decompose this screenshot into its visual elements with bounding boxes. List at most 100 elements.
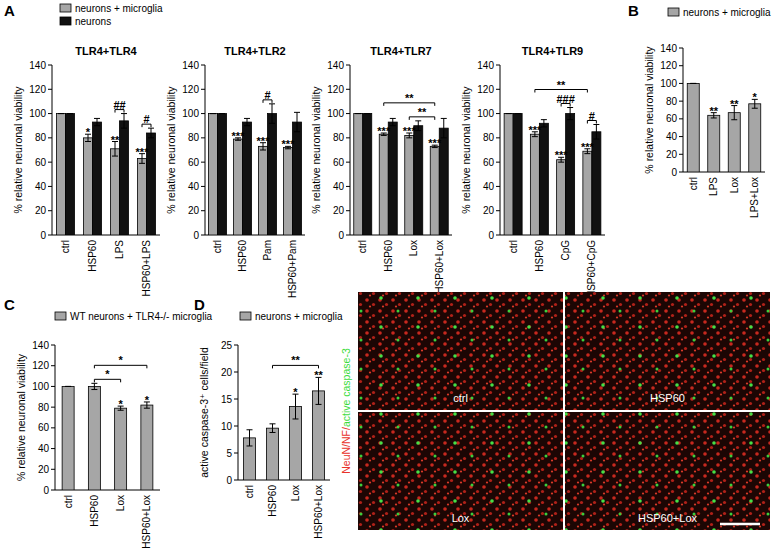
error-cap xyxy=(121,128,127,129)
x-tick-label: Pam xyxy=(262,240,273,261)
error-cap xyxy=(541,119,547,120)
y-tick-label: 80 xyxy=(38,402,50,413)
error-cap xyxy=(316,404,322,405)
error-cap xyxy=(441,118,447,119)
bar xyxy=(513,114,522,235)
bar xyxy=(728,113,740,172)
y-tick xyxy=(51,407,55,408)
significance: *** xyxy=(257,135,271,147)
y-tick xyxy=(679,136,683,137)
x-tick-label: CpG xyxy=(560,240,571,261)
bar xyxy=(84,138,93,235)
error-line xyxy=(297,112,298,131)
error-cap xyxy=(247,445,253,446)
chart: 020406080100120140% relative neuronal vi… xyxy=(165,45,305,298)
bars xyxy=(244,377,325,480)
error-bar xyxy=(690,83,696,84)
x-tick-label: Lox xyxy=(290,485,301,501)
error-cap xyxy=(94,125,100,126)
panel-label: B xyxy=(628,2,639,19)
y-axis xyxy=(55,345,56,490)
y-tick-label: 80 xyxy=(188,132,200,143)
y-tick-label: 40 xyxy=(38,443,50,454)
error-bar xyxy=(593,125,599,140)
panel-label: C xyxy=(4,296,15,313)
bar xyxy=(88,386,100,490)
bar xyxy=(583,151,592,235)
image-panel xyxy=(358,412,563,530)
y-tick-label: 20 xyxy=(483,205,495,216)
y-tick xyxy=(48,235,52,236)
y-tick-label: 60 xyxy=(38,422,50,433)
error-cap xyxy=(541,126,547,127)
error-cap xyxy=(58,113,64,114)
y-tick xyxy=(234,480,238,481)
error-cap xyxy=(558,162,564,163)
y-tick xyxy=(51,448,55,449)
y-tick-label: 20 xyxy=(35,205,47,216)
error-bar xyxy=(91,383,97,389)
error-cap xyxy=(219,113,225,114)
bars xyxy=(57,114,156,235)
legend-label: neurons + microglia xyxy=(683,7,771,18)
significance: * xyxy=(753,91,758,103)
error-cap xyxy=(148,137,154,138)
x-tick-label: HSP60 xyxy=(383,240,394,272)
y-tick-label: 120 xyxy=(182,84,199,95)
error-cap xyxy=(506,113,512,114)
bars xyxy=(62,383,153,490)
chart: 0510152025active caspase-3⁺ cells/fieldD… xyxy=(194,296,343,539)
legend: neurons + microglianeurons xyxy=(60,3,163,27)
y-tick xyxy=(346,186,350,187)
y-tick xyxy=(346,89,350,90)
significance: * xyxy=(293,386,298,398)
error-cap xyxy=(91,389,97,390)
y-tick-label: 20 xyxy=(221,367,233,378)
error-line xyxy=(570,108,571,120)
x-tick-label: ctrl xyxy=(688,177,699,190)
y-tick xyxy=(48,89,52,90)
y-tick xyxy=(201,235,205,236)
error-bar xyxy=(515,113,521,114)
error-cap xyxy=(415,130,421,131)
y-tick-label: 100 xyxy=(477,108,494,119)
significance: * xyxy=(86,126,91,138)
error-cap xyxy=(711,117,717,118)
bracket: * xyxy=(94,368,120,382)
error-bar xyxy=(58,113,64,114)
y-tick xyxy=(48,210,52,211)
y-tick-label: 120 xyxy=(32,360,49,371)
x-tick-label: Lox xyxy=(115,495,126,511)
y-tick xyxy=(51,365,55,366)
significance: # xyxy=(589,110,595,122)
y-tick xyxy=(48,65,52,66)
bar xyxy=(313,391,325,480)
y-tick xyxy=(234,426,238,427)
legend-swatch xyxy=(60,4,71,12)
error-cap xyxy=(584,153,590,154)
y-axis-label: % relative neuronal viability xyxy=(12,86,24,214)
y-tick xyxy=(51,386,55,387)
legend-swatch xyxy=(240,312,251,320)
x-tick-label: HSP60 xyxy=(89,495,100,527)
y-tick-label: 60 xyxy=(35,157,47,168)
error-cap xyxy=(390,125,396,126)
error-bar xyxy=(415,121,421,131)
legend-label: neurons xyxy=(75,16,111,27)
bar xyxy=(62,386,74,490)
bracket: ** xyxy=(409,106,435,120)
significance: *** xyxy=(528,124,542,136)
x-tick-label: LPS xyxy=(114,240,125,259)
error-bar xyxy=(210,113,216,114)
legend-label: neurons + microglia xyxy=(255,311,343,322)
bar xyxy=(354,114,363,235)
error-cap xyxy=(294,112,300,113)
chart-title: TLR4+TLR2 xyxy=(224,45,285,57)
y-tick xyxy=(201,210,205,211)
y-tick xyxy=(496,235,500,236)
y-tick-label: 0 xyxy=(226,475,232,486)
error-line xyxy=(596,125,597,140)
error-cap xyxy=(85,141,91,142)
significance: ** xyxy=(291,354,300,366)
significance: *** xyxy=(136,146,150,158)
